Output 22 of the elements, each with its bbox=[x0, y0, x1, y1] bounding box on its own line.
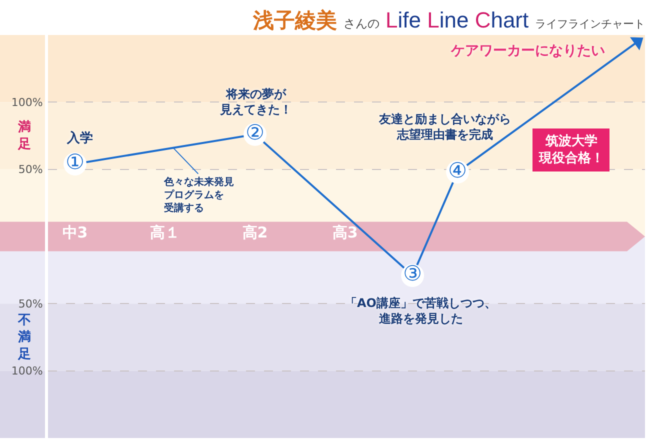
annotation: 将来の夢が見えてきた！ bbox=[219, 87, 292, 117]
data-label: ④ bbox=[448, 158, 467, 182]
annotation: 入学 bbox=[66, 130, 93, 146]
x-tick-label: 高3 bbox=[332, 224, 358, 242]
data-label: ③ bbox=[403, 262, 422, 286]
y-tick-label: 50% bbox=[18, 163, 43, 176]
x-tick-label: 高１ bbox=[150, 224, 180, 242]
text: 満足 bbox=[17, 120, 31, 152]
data-label: ② bbox=[246, 120, 264, 145]
data-label: ① bbox=[66, 150, 84, 174]
x-tick-label: 高2 bbox=[242, 224, 268, 242]
chart-title: 浅子綾美 さんの Life Line Chart ライフラインチャート bbox=[253, 8, 645, 33]
y-tick-label: 100% bbox=[11, 96, 43, 110]
text: 不満足 bbox=[17, 313, 31, 362]
y-tick-label: 100% bbox=[11, 364, 43, 378]
annotation: 友達と励まし合いながら志望理由書を完成 bbox=[378, 112, 511, 142]
y-tick-label: 50% bbox=[18, 298, 43, 311]
annotation: 色々な未来発見プログラムを受講する bbox=[163, 176, 234, 214]
annotation: 「AO講座」で苦戦しつつ、進路を発見した bbox=[345, 296, 496, 326]
x-tick-label: 中3 bbox=[62, 224, 88, 242]
annotation: 筑波大学現役合格！ bbox=[538, 134, 604, 166]
annotation: ケアワーカーになりたい bbox=[450, 43, 605, 59]
